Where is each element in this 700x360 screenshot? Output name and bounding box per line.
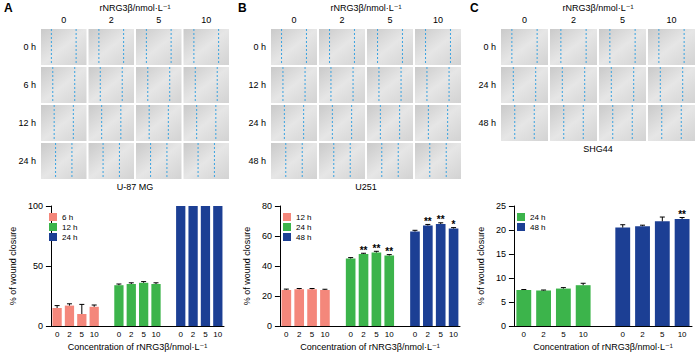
svg-text:25: 25 — [496, 201, 506, 211]
svg-text:0: 0 — [38, 321, 43, 331]
svg-text:24 h: 24 h — [478, 80, 496, 90]
svg-text:U251: U251 — [355, 182, 377, 192]
svg-text:0: 0 — [55, 330, 60, 339]
svg-text:**: ** — [385, 246, 393, 257]
svg-text:100: 100 — [28, 201, 43, 211]
svg-text:2: 2 — [426, 330, 431, 339]
svg-text:5: 5 — [141, 330, 146, 339]
svg-text:2: 2 — [339, 15, 344, 25]
svg-text:24 h: 24 h — [248, 118, 266, 128]
svg-text:0: 0 — [348, 330, 353, 339]
svg-text:2: 2 — [571, 15, 576, 25]
svg-text:5: 5 — [620, 15, 625, 25]
svg-text:B: B — [238, 1, 247, 15]
svg-text:**: ** — [372, 243, 380, 254]
svg-text:% of wound closure: % of wound closure — [476, 227, 486, 306]
svg-text:Concentration of rNRG3β/nmol·L: Concentration of rNRG3β/nmol·L⁻¹ — [300, 342, 439, 352]
svg-text:80: 80 — [262, 201, 272, 211]
svg-text:48 h: 48 h — [248, 156, 266, 166]
svg-text:A: A — [4, 1, 13, 15]
svg-text:10: 10 — [449, 330, 458, 339]
svg-text:C: C — [470, 1, 479, 15]
svg-text:10: 10 — [433, 15, 443, 25]
svg-text:0 h: 0 h — [253, 42, 266, 52]
svg-text:U-87 MG: U-87 MG — [117, 182, 154, 192]
svg-text:48 h: 48 h — [478, 118, 496, 128]
svg-text:5: 5 — [501, 297, 506, 307]
svg-text:0: 0 — [117, 330, 122, 339]
svg-text:Concentration of rNRG3β/nmol·L: Concentration of rNRG3β/nmol·L⁻¹ — [68, 342, 207, 352]
svg-text:10: 10 — [152, 330, 161, 339]
svg-text:SHG44: SHG44 — [583, 144, 613, 154]
svg-text:50: 50 — [33, 261, 43, 271]
svg-text:2: 2 — [361, 330, 366, 339]
svg-text:Concentration of rNRG3β/nmol·L: Concentration of rNRG3β/nmol·L⁻¹ — [533, 342, 672, 352]
svg-text:0: 0 — [501, 321, 506, 331]
svg-text:0: 0 — [179, 330, 184, 339]
svg-text:15: 15 — [496, 249, 506, 259]
svg-text:0: 0 — [522, 15, 527, 25]
svg-text:rNRG3β/nmol·L⁻¹: rNRG3β/nmol·L⁻¹ — [563, 3, 634, 13]
svg-text:10: 10 — [666, 15, 676, 25]
svg-text:2: 2 — [541, 330, 546, 339]
svg-text:0 h: 0 h — [483, 42, 496, 52]
svg-text:0: 0 — [267, 321, 272, 331]
svg-text:24 h: 24 h — [62, 233, 78, 242]
svg-text:10: 10 — [320, 330, 329, 339]
svg-text:48 h: 48 h — [530, 223, 546, 232]
svg-text:24 h: 24 h — [18, 156, 36, 166]
svg-text:0: 0 — [413, 330, 418, 339]
svg-text:12 h: 12 h — [18, 118, 36, 128]
svg-text:2: 2 — [109, 15, 114, 25]
svg-text:0 h: 0 h — [23, 42, 36, 52]
svg-text:48 h: 48 h — [296, 233, 312, 242]
svg-text:0: 0 — [61, 15, 66, 25]
svg-text:2: 2 — [640, 330, 645, 339]
svg-text:10: 10 — [90, 330, 99, 339]
svg-text:10: 10 — [213, 330, 222, 339]
svg-text:20: 20 — [262, 291, 272, 301]
svg-text:% of wound closure: % of wound closure — [8, 227, 18, 306]
svg-text:2: 2 — [129, 330, 134, 339]
svg-text:12 h: 12 h — [62, 223, 78, 232]
svg-text:0: 0 — [284, 330, 289, 339]
svg-text:60: 60 — [262, 231, 272, 241]
svg-text:12 h: 12 h — [296, 213, 312, 222]
svg-text:6 h: 6 h — [23, 80, 36, 90]
svg-text:5: 5 — [80, 330, 85, 339]
svg-text:10: 10 — [579, 330, 588, 339]
svg-text:24 h: 24 h — [530, 213, 546, 222]
svg-text:5: 5 — [660, 330, 665, 339]
svg-text:rNRG3β/nmol·L⁻¹: rNRG3β/nmol·L⁻¹ — [100, 3, 171, 13]
svg-text:2: 2 — [191, 330, 196, 339]
svg-text:**: ** — [437, 214, 445, 225]
svg-text:2: 2 — [67, 330, 72, 339]
svg-text:20: 20 — [496, 225, 506, 235]
svg-text:5: 5 — [387, 15, 392, 25]
svg-text:10: 10 — [385, 330, 394, 339]
svg-text:*: * — [452, 219, 456, 230]
svg-text:0: 0 — [291, 15, 296, 25]
svg-text:6 h: 6 h — [62, 213, 73, 222]
svg-text:**: ** — [424, 216, 432, 227]
svg-text:5: 5 — [374, 330, 379, 339]
svg-text:5: 5 — [156, 15, 161, 25]
svg-text:5: 5 — [438, 330, 443, 339]
svg-text:0: 0 — [522, 330, 527, 339]
svg-text:10: 10 — [496, 273, 506, 283]
svg-text:5: 5 — [561, 330, 566, 339]
svg-text:24 h: 24 h — [296, 223, 312, 232]
svg-text:12 h: 12 h — [248, 80, 266, 90]
svg-text:10: 10 — [678, 330, 687, 339]
svg-text:**: ** — [360, 245, 368, 256]
svg-text:% of wound closure: % of wound closure — [242, 227, 252, 306]
svg-text:2: 2 — [297, 330, 302, 339]
svg-text:5: 5 — [310, 330, 315, 339]
svg-text:rNRG3β/nmol·L⁻¹: rNRG3β/nmol·L⁻¹ — [331, 3, 402, 13]
svg-text:5: 5 — [203, 330, 208, 339]
svg-text:**: ** — [678, 209, 686, 220]
svg-text:40: 40 — [262, 261, 272, 271]
svg-text:0: 0 — [621, 330, 626, 339]
svg-text:10: 10 — [201, 15, 211, 25]
